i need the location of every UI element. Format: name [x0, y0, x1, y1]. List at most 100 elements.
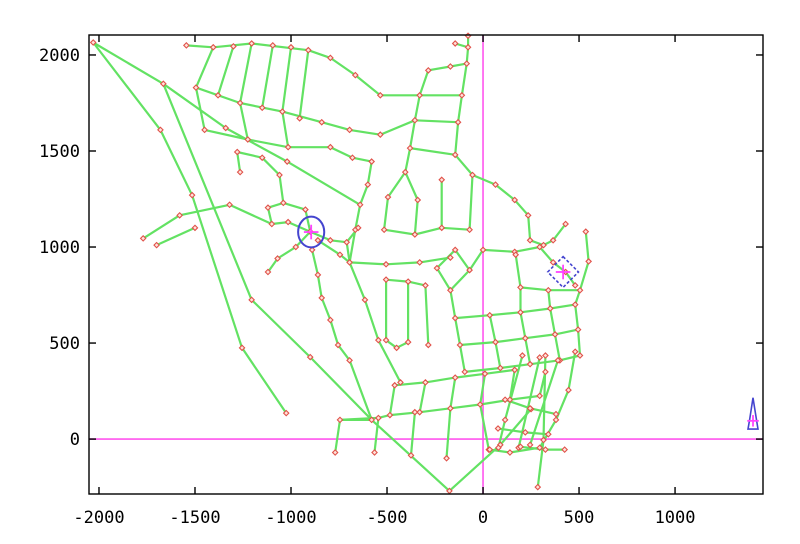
node-marker — [551, 331, 559, 338]
node-marker — [416, 259, 424, 266]
node-marker — [351, 71, 359, 79]
road-edge — [155, 226, 197, 247]
node-marker — [238, 344, 246, 352]
node-marker — [424, 66, 432, 74]
node-marker — [302, 206, 309, 213]
node-marker — [416, 91, 424, 99]
node-marker — [282, 409, 290, 417]
node-marker — [526, 404, 534, 412]
road-edge — [236, 150, 264, 159]
node-marker — [526, 360, 534, 368]
selection-diamond-cross[interactable] — [555, 264, 571, 280]
road-edge — [337, 343, 373, 421]
node-marker — [411, 116, 419, 124]
node-marker — [139, 235, 147, 242]
node-marker — [542, 352, 549, 359]
road-edge — [239, 42, 253, 105]
node-marker — [521, 428, 529, 436]
node-marker — [376, 91, 384, 99]
node-marker — [326, 236, 334, 244]
node-marker — [326, 54, 334, 62]
node-marker — [201, 126, 208, 134]
special-markers[interactable] — [297, 215, 759, 430]
road-edge — [320, 119, 416, 136]
node-marker — [546, 305, 554, 312]
node-marker — [314, 236, 322, 244]
road-edge — [385, 278, 410, 349]
selection-ellipse-cross[interactable] — [303, 224, 319, 240]
node-marker — [494, 425, 502, 432]
selection-ellipse[interactable] — [297, 215, 326, 249]
node-marker — [524, 211, 532, 219]
node-marker — [336, 251, 344, 259]
road-edge — [194, 46, 215, 89]
node-marker — [495, 444, 502, 452]
node-marker — [304, 46, 312, 54]
node-marker — [326, 143, 334, 151]
road-edge — [413, 119, 460, 124]
node-marker — [233, 148, 241, 156]
selection-diamond[interactable] — [546, 255, 580, 289]
road-edge — [348, 256, 452, 266]
node-marker — [574, 326, 582, 333]
node-marker — [549, 259, 557, 266]
y-tick-label: 1000 — [39, 238, 80, 258]
node-marker — [248, 40, 256, 47]
node-marker — [336, 416, 344, 424]
road-edge — [508, 368, 516, 401]
node-marker — [544, 286, 552, 294]
road-edge — [334, 418, 342, 454]
node-marker — [404, 278, 412, 285]
y-tick-label: 2000 — [39, 46, 80, 66]
node-marker — [236, 168, 244, 176]
node-marker — [422, 282, 429, 289]
road-edge — [386, 171, 407, 199]
x-tick-label: -2000 — [73, 508, 124, 528]
road-edge — [329, 56, 421, 97]
node-marker — [451, 40, 459, 47]
node-marker — [517, 443, 524, 451]
road-edge — [298, 49, 310, 120]
node-marker — [571, 348, 579, 356]
node-marker — [258, 104, 266, 112]
node-marker — [346, 259, 353, 266]
node-marker — [157, 126, 164, 134]
road-edge — [409, 147, 457, 156]
node-marker — [466, 266, 473, 274]
node-marker — [386, 411, 394, 419]
road-edge — [385, 278, 410, 283]
road-edge — [413, 198, 419, 236]
x-tick-label: 0 — [478, 508, 488, 528]
node-marker — [571, 282, 579, 289]
y-tick-label: 0 — [70, 430, 80, 450]
node-marker — [433, 264, 441, 272]
node-marker — [486, 311, 494, 319]
road-edge — [481, 239, 555, 253]
road-edge — [162, 82, 451, 492]
node-marker — [466, 226, 473, 234]
node-marker — [214, 91, 222, 99]
node-marker — [451, 246, 459, 254]
node-marker — [451, 151, 459, 159]
road-edge — [445, 407, 452, 460]
node-marker — [536, 392, 544, 400]
x-tick-label: 500 — [564, 508, 595, 528]
node-marker — [375, 414, 382, 422]
node-marker — [153, 241, 160, 249]
node-marker — [540, 436, 547, 444]
node-marker — [517, 308, 524, 316]
road-edge — [449, 289, 457, 320]
node-marker — [424, 341, 432, 349]
x-tick-label: -1000 — [265, 508, 316, 528]
node-marker — [404, 338, 412, 346]
node-marker — [264, 204, 272, 212]
node-marker — [391, 381, 399, 389]
node-marker — [521, 334, 529, 342]
node-marker — [576, 352, 584, 359]
node-marker — [454, 118, 462, 126]
pose-triangle[interactable] — [747, 397, 759, 430]
node-marker — [506, 396, 514, 404]
pose-triangle-cross[interactable] — [747, 415, 759, 427]
node-marker — [318, 118, 326, 126]
